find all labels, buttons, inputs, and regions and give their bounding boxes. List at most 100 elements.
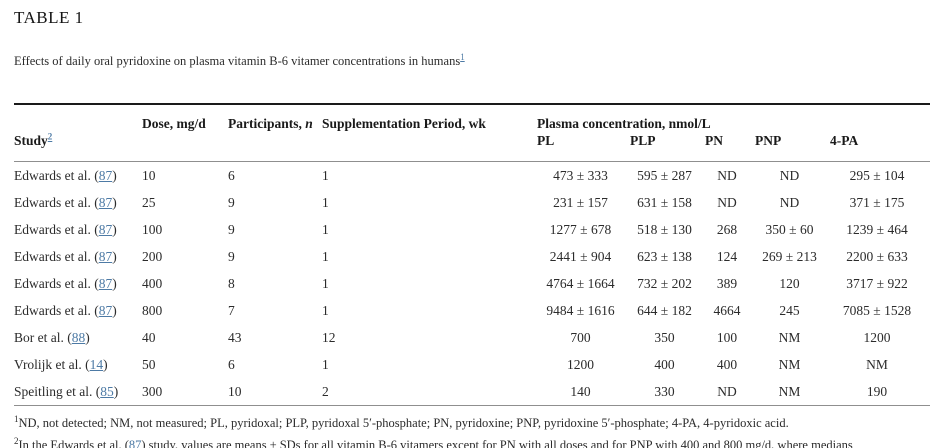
- table-row: Edwards et al. (87) 25 9 1 231 ± 157 631…: [14, 189, 930, 216]
- participants-header-label: Participants,: [228, 116, 302, 131]
- dose-cell: 300: [142, 384, 163, 399]
- pl-cell: 140: [570, 384, 591, 399]
- footnotes: 1ND, not detected; NM, not measured; PL,…: [14, 415, 936, 448]
- period-cell: 1: [322, 249, 329, 264]
- reference-link[interactable]: 87: [98, 195, 113, 210]
- participants-cell: 9: [228, 195, 235, 210]
- study-cell: Edwards et al. (87): [14, 270, 142, 297]
- pl-cell: 231 ± 157: [553, 195, 608, 210]
- period-cell: 1: [322, 303, 329, 318]
- pn-cell: ND: [717, 195, 737, 210]
- plp-cell: 350: [654, 330, 675, 345]
- period-cell: 1: [322, 222, 329, 237]
- dose-cell: 400: [142, 276, 163, 291]
- participants-cell: 6: [228, 168, 235, 183]
- reference-link[interactable]: 85: [100, 384, 114, 399]
- 4pa-cell: 1239 ± 464: [846, 222, 908, 237]
- 4pa-cell: 2200 ± 633: [846, 249, 908, 264]
- 4pa-cell: 7085 ± 1528: [842, 303, 912, 318]
- period-cell: 1: [322, 276, 329, 291]
- pl-cell: 1200: [567, 357, 594, 372]
- data-table: Study2 Dose, mg/d Participants, n Supple…: [14, 103, 931, 406]
- pnp-cell: 120: [779, 276, 800, 291]
- study-name: Edwards et al. (: [14, 222, 99, 237]
- pl-cell: 700: [570, 330, 591, 345]
- study-name: Edwards et al. (: [14, 276, 99, 291]
- col-header-4pa: 4-PA: [830, 133, 859, 148]
- pn-cell: ND: [717, 168, 737, 183]
- table-row: Speitling et al. (85) 300 10 2 140 330 N…: [14, 378, 930, 406]
- pnp-cell: 245: [779, 303, 800, 318]
- 4pa-cell: 190: [866, 384, 888, 399]
- study-cell: Edwards et al. (87): [14, 189, 142, 216]
- table-body: Edwards et al. (87) 10 6 1 473 ± 333 595…: [14, 162, 931, 406]
- reference-link[interactable]: 87: [98, 303, 113, 318]
- period-cell: 12: [322, 330, 336, 345]
- participants-n-symbol: n: [305, 116, 313, 131]
- study-cell: Bor et al. (88): [14, 324, 142, 351]
- plp-cell: 400: [654, 357, 675, 372]
- dose-cell: 200: [142, 249, 163, 264]
- caption-text: Effects of daily oral pyridoxine on plas…: [14, 54, 461, 68]
- study-footnote-link[interactable]: 2: [47, 131, 53, 142]
- study-header-label: Study: [14, 133, 48, 148]
- study-name: Edwards et al. (: [14, 168, 99, 183]
- study-name-suffix: ): [112, 168, 117, 183]
- reference-link[interactable]: 14: [89, 357, 104, 372]
- study-cell: Edwards et al. (87): [14, 162, 142, 190]
- pl-cell: 9484 ± 1616: [546, 303, 615, 318]
- table-row: Vrolijk et al. (14) 50 6 1 1200 400 400 …: [14, 351, 930, 378]
- col-header-pn: PN: [705, 133, 723, 148]
- pn-cell: 400: [716, 357, 738, 372]
- plp-cell: 595 ± 287: [637, 168, 692, 183]
- table-row: Edwards et al. (87) 400 8 1 4764 ± 1664 …: [14, 270, 930, 297]
- reference-link[interactable]: 87: [98, 249, 113, 264]
- participants-cell: 43: [228, 330, 242, 345]
- study-name-suffix: ): [112, 249, 117, 264]
- col-header-pnp: PNP: [755, 133, 782, 148]
- participants-cell: 6: [228, 357, 235, 372]
- 4pa-cell: 3717 ± 922: [846, 276, 908, 291]
- study-cell: Edwards et al. (87): [14, 297, 142, 324]
- 4pa-cell: 1200: [863, 330, 891, 345]
- dose-cell: 100: [142, 222, 163, 237]
- pn-cell: ND: [717, 384, 737, 399]
- study-name: Edwards et al. (: [14, 303, 99, 318]
- study-cell: Speitling et al. (85): [14, 378, 142, 406]
- study-cell: Edwards et al. (87): [14, 243, 142, 270]
- participants-cell: 8: [228, 276, 235, 291]
- period-cell: 1: [322, 195, 329, 210]
- reference-link[interactable]: 87: [98, 276, 113, 291]
- dose-cell: 25: [142, 195, 156, 210]
- table-row: Bor et al. (88) 40 43 12 700 350 100 NM …: [14, 324, 930, 351]
- col-header-period: Supplementation Period, wk: [322, 116, 486, 131]
- study-name: Vrolijk et al. (: [14, 357, 90, 372]
- period-cell: 2: [322, 384, 329, 399]
- reference-link[interactable]: 87: [98, 222, 113, 237]
- col-header-dose: Dose, mg/d: [142, 116, 206, 131]
- pnp-cell: 269 ± 213: [762, 249, 817, 264]
- study-name-suffix: ): [113, 384, 119, 399]
- reference-link[interactable]: 88: [71, 330, 86, 345]
- footnote-2-marker: 2: [14, 437, 19, 446]
- reference-link[interactable]: 87: [98, 168, 113, 183]
- caption-footnote-link[interactable]: 1: [460, 51, 465, 62]
- footnote-2-reference-link[interactable]: 87: [128, 438, 142, 448]
- table-row: Edwards et al. (87) 800 7 1 9484 ± 1616 …: [14, 297, 930, 324]
- pl-cell: 4764 ± 1664: [546, 276, 615, 291]
- pl-cell: 1277 ± 678: [549, 222, 612, 237]
- period-cell: 1: [322, 357, 329, 372]
- participants-cell: 9: [228, 222, 235, 237]
- col-header-study: Study2: [14, 104, 142, 162]
- footnote-2-text-after: ) study, values are means ± SDs for all …: [141, 438, 853, 448]
- pl-cell: 473 ± 333: [553, 168, 608, 183]
- 4pa-cell: NM: [866, 357, 888, 372]
- pnp-cell: NM: [778, 330, 801, 345]
- participants-cell: 9: [228, 249, 235, 264]
- plp-cell: 631 ± 158: [637, 195, 692, 210]
- study-name-suffix: ): [112, 276, 117, 291]
- study-name-suffix: ): [112, 195, 117, 210]
- plp-cell: 623 ± 138: [637, 249, 692, 264]
- study-cell: Vrolijk et al. (14): [14, 351, 142, 378]
- plp-cell: 518 ± 130: [637, 222, 692, 237]
